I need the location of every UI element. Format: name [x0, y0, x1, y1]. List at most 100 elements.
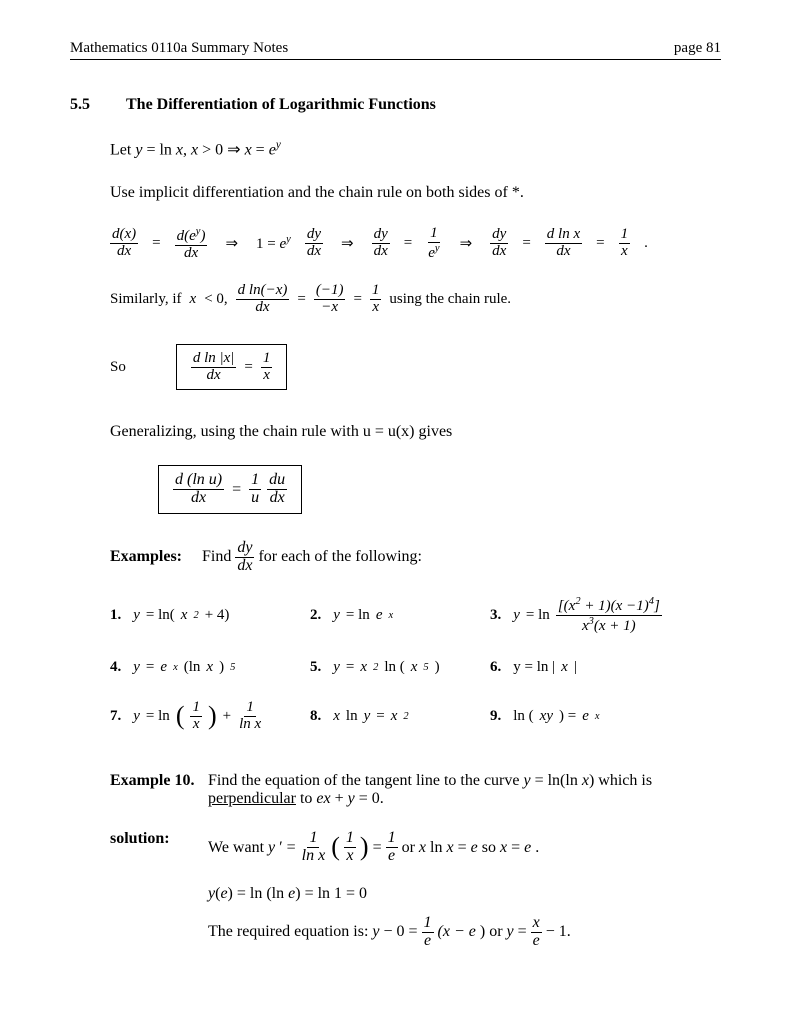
text: < 0,: [204, 291, 227, 308]
frac: 1ln x: [237, 700, 263, 733]
text: +: [223, 708, 231, 725]
num: dy: [490, 227, 508, 244]
sup: y: [435, 243, 440, 254]
var-y: y: [513, 607, 520, 624]
solution-row: solution: We want y′ = 1ln x ( 1x ) = 1e…: [110, 830, 721, 865]
ex-number: 5.: [310, 659, 321, 676]
header-left: Mathematics 0110a Summary Notes: [70, 40, 288, 57]
text: = ln: [526, 607, 550, 624]
num: d ln(−x): [236, 283, 290, 300]
den: dx: [253, 300, 271, 316]
num: d (ln u): [173, 472, 224, 490]
den: e: [422, 933, 433, 950]
var-x: x: [419, 839, 426, 857]
den: x: [261, 368, 272, 384]
text: ): [435, 659, 440, 676]
text: =: [252, 141, 269, 158]
text: ) which is: [589, 772, 652, 789]
equals: =: [596, 235, 604, 252]
var-e: e: [376, 607, 383, 624]
frac: 1u: [249, 472, 261, 507]
var-x: x: [206, 659, 213, 676]
text: Find the equation of the tangent line to…: [208, 772, 523, 789]
text: =: [373, 839, 382, 857]
frac: d ln xdx: [545, 227, 582, 260]
generalize-box-row: d (ln u)dx = 1u dudx: [158, 465, 721, 514]
intro-let: Let y = ln x, x > 0 ⇒ x = ey: [110, 138, 721, 161]
text: 1 =: [256, 236, 279, 252]
generalize-text: Generalizing, using the chain rule with …: [110, 422, 721, 443]
frac: d (ln u)dx: [173, 472, 224, 507]
den: x3(x + 1): [580, 616, 638, 635]
text: ln: [430, 839, 442, 857]
text: using the chain rule.: [389, 291, 511, 308]
num: d(ey): [175, 226, 208, 246]
var-x: x: [391, 708, 398, 725]
equals: =: [353, 291, 361, 308]
var-y: y: [507, 923, 514, 941]
var-e: e: [524, 839, 531, 857]
text: Find: [202, 548, 235, 565]
sup: x: [595, 711, 600, 722]
var-x: x: [190, 291, 197, 308]
var-x: x: [360, 659, 367, 676]
text: |: [574, 659, 577, 676]
frac: 1ey: [426, 226, 441, 262]
num: x: [531, 915, 542, 933]
num: 1: [249, 472, 261, 490]
text: (ln: [184, 659, 201, 676]
var-e: e: [220, 885, 227, 902]
num: [(x2 + 1)(x −1)4]: [556, 596, 662, 616]
den: x: [370, 300, 381, 316]
den: dx: [268, 490, 287, 507]
text: = ln(: [146, 607, 175, 624]
var-e: e: [269, 141, 276, 158]
solution-line-3: The required equation is: y − 0 = 1e (x …: [208, 915, 721, 950]
den: u: [249, 490, 261, 507]
ex-number: 1.: [110, 607, 121, 624]
example-6: 6. y = ln |x|: [490, 659, 721, 676]
paren-icon: ): [360, 837, 369, 858]
text: ln (: [513, 708, 533, 725]
text: = ln(ln: [531, 772, 582, 789]
text: We want: [208, 839, 264, 857]
var-y: y: [364, 708, 371, 725]
section-number: 5.5: [70, 96, 90, 114]
expr: 1 = ey: [256, 234, 291, 253]
example-row: 7. y = ln ( 1x ) + 1ln x 8. x ln y = x2 …: [110, 700, 721, 733]
formula-box: d ln |x|dx = 1x: [176, 344, 288, 391]
den: dx: [182, 246, 200, 262]
text: .: [644, 235, 648, 252]
ex10-label: Example 10.: [110, 772, 208, 808]
num: du: [267, 472, 287, 490]
frac: 1x: [344, 830, 356, 865]
den: dx: [205, 368, 223, 384]
examples-header: Examples: Find dydx for each of the foll…: [110, 540, 721, 575]
num: dy: [305, 227, 323, 244]
var-y: y: [333, 607, 340, 624]
frac: (−1)−x: [314, 283, 346, 316]
examples-label: Examples:: [110, 548, 182, 565]
var-ex: ex: [316, 790, 330, 807]
frac: d(ey) dx: [175, 226, 208, 262]
example-2: 2. y = ln ex: [310, 607, 490, 624]
arrow-icon: ⇒: [225, 234, 238, 253]
text: > 0 ⇒: [198, 141, 244, 158]
page-header: Mathematics 0110a Summary Notes page 81: [70, 40, 721, 60]
frac: dydx: [235, 540, 254, 575]
text: + 4): [205, 607, 230, 624]
text: So: [110, 359, 126, 376]
text: ) =: [559, 708, 576, 725]
text: = ln: [146, 708, 170, 725]
text: = 0.: [355, 790, 384, 807]
num: 1: [619, 227, 631, 244]
frac: dudx: [267, 472, 287, 507]
text: ln (: [384, 659, 404, 676]
solution-label: solution:: [110, 830, 208, 865]
sup: 5: [230, 662, 235, 673]
var-xy: xy: [540, 708, 553, 725]
num: 1: [370, 283, 382, 300]
den: −x: [319, 300, 340, 316]
ex-number: 8.: [310, 708, 321, 725]
text: y = ln |: [513, 659, 555, 676]
